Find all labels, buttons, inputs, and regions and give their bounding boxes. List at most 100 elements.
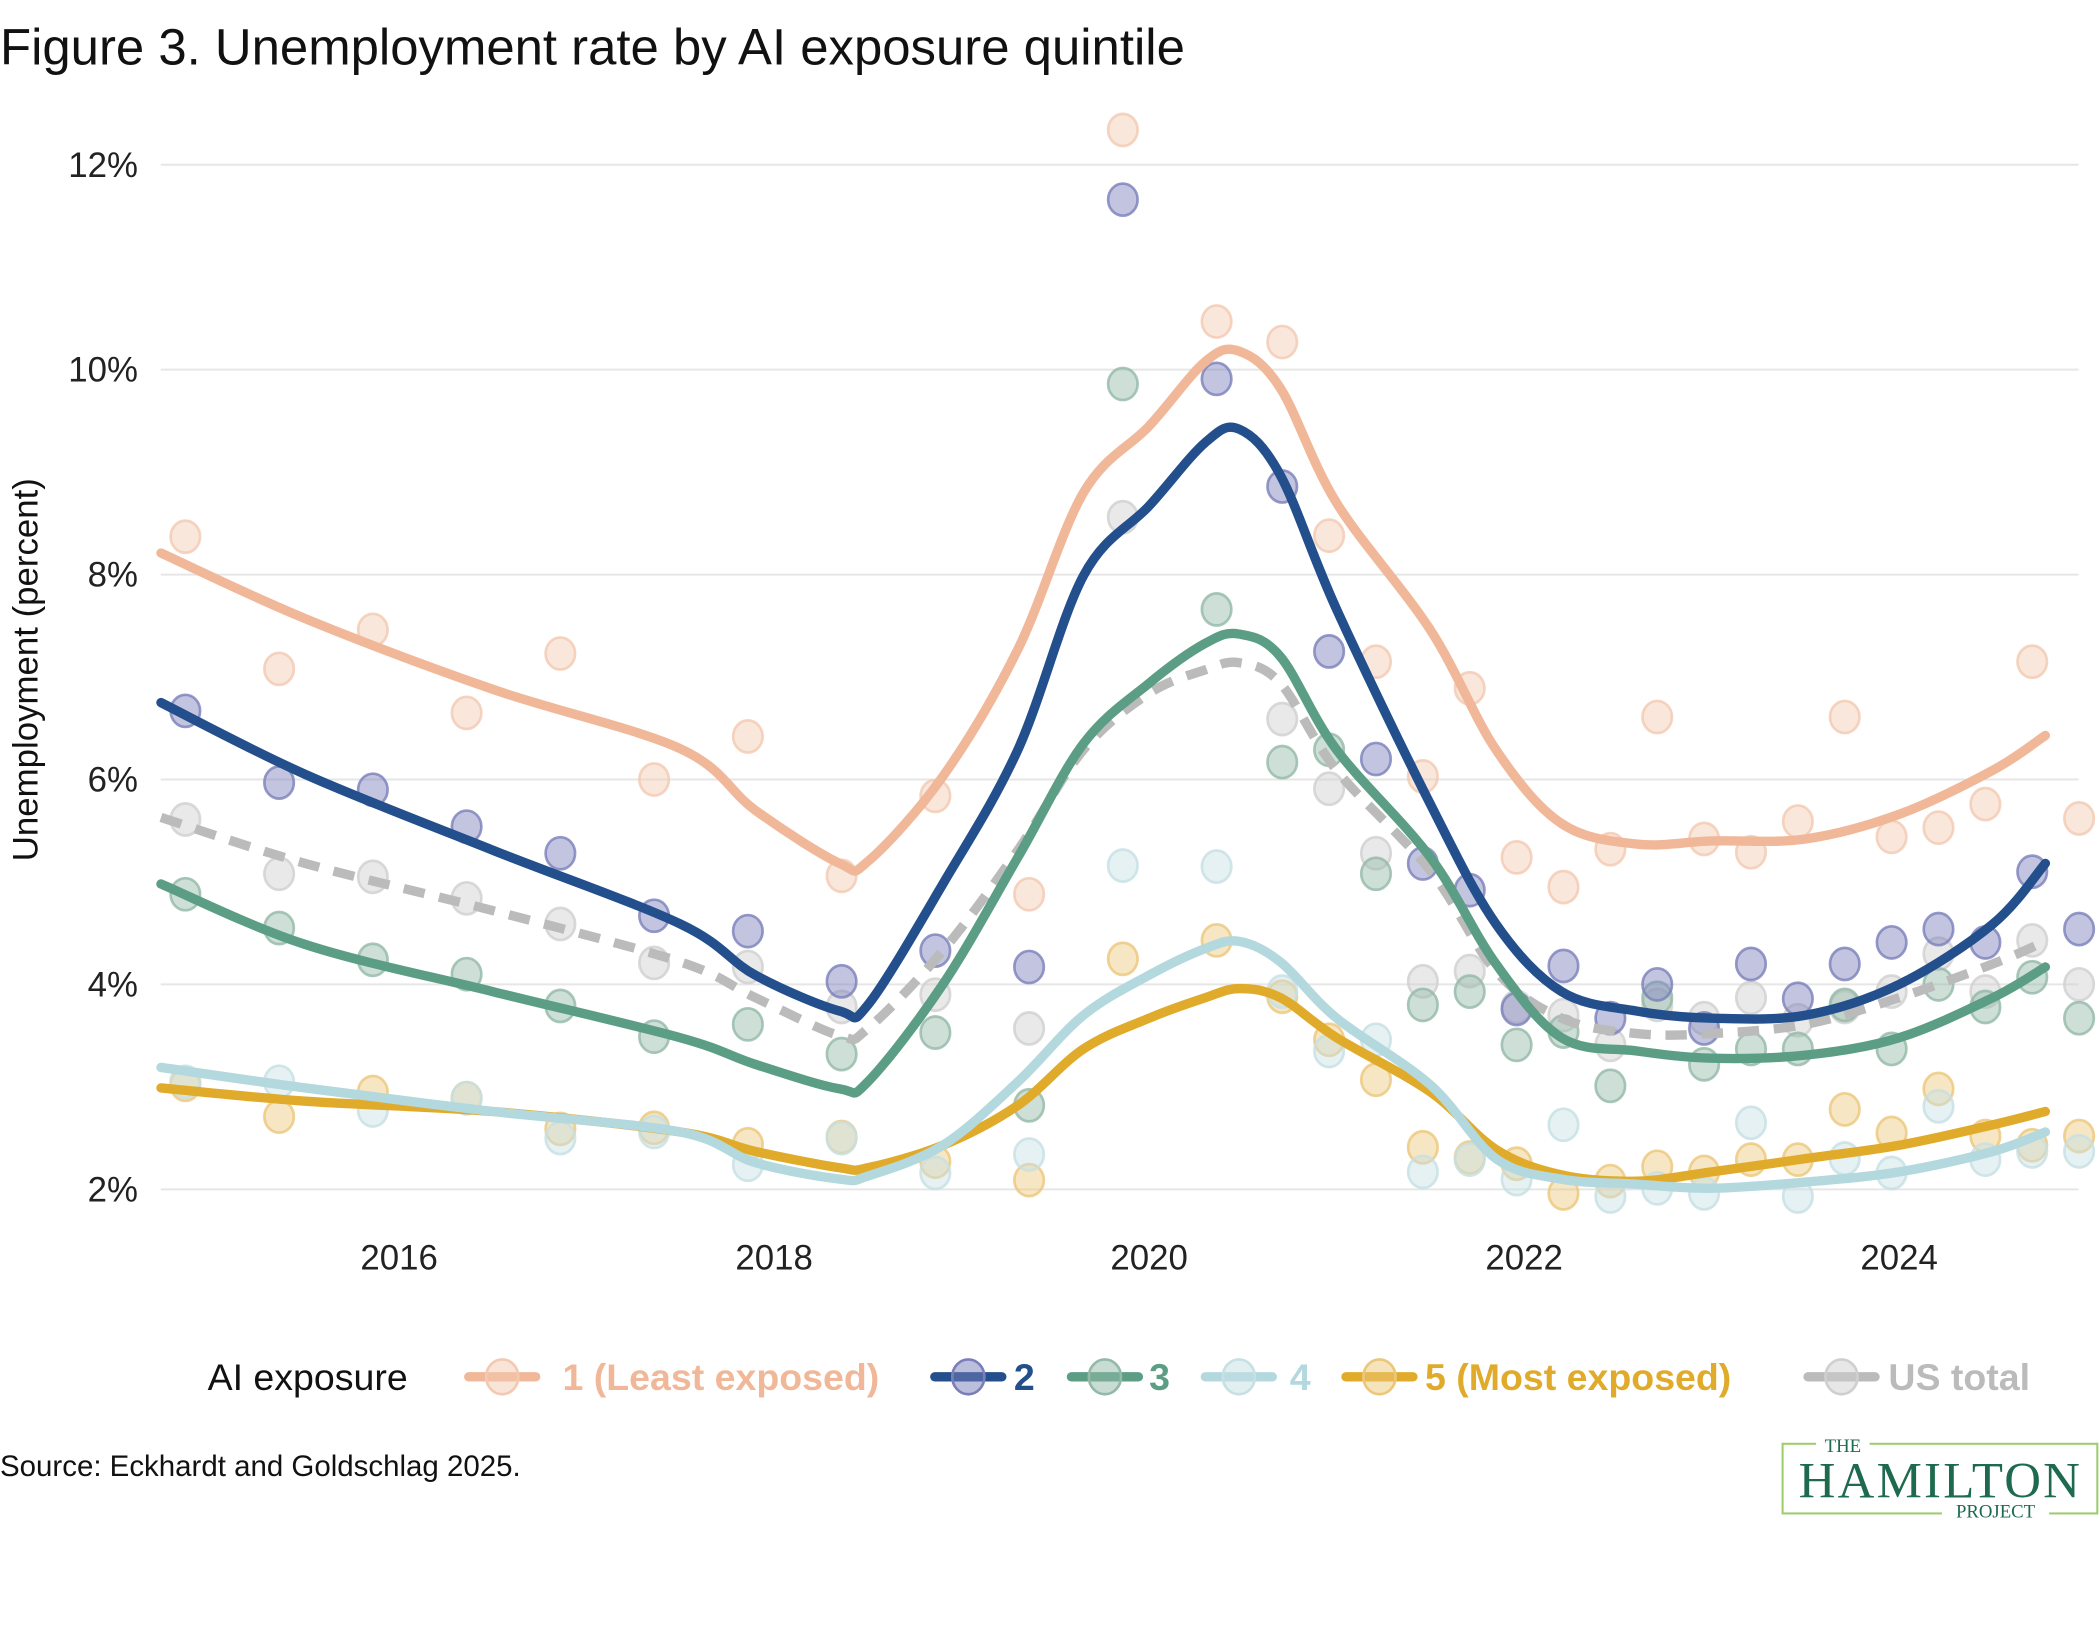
- data-point: [1013, 949, 1046, 985]
- x-tick-label: 2024: [1860, 1239, 1937, 1278]
- data-point: [544, 835, 577, 871]
- data-point: [731, 1006, 764, 1042]
- legend-dot: [1087, 1358, 1123, 1396]
- data-point: [1106, 112, 1139, 148]
- data-point: [1406, 1129, 1439, 1165]
- logo-text-top: THE: [1825, 1436, 1861, 1457]
- legend-dot: [1824, 1358, 1859, 1396]
- trend-line-2: [156, 422, 2051, 1024]
- data-points: [169, 112, 2096, 1214]
- x-tick-label: 2018: [735, 1239, 812, 1278]
- data-point: [1828, 1091, 1861, 1127]
- data-point: [1641, 699, 1674, 735]
- data-point: [1313, 518, 1346, 554]
- y-tick-label: 10%: [68, 351, 138, 390]
- data-point: [450, 695, 483, 731]
- data-point: [263, 856, 296, 892]
- legend-dot: [1221, 1358, 1257, 1396]
- trend-line-6: [159, 657, 2048, 1045]
- legend: AI exposure 1 (Least exposed) 2 3 4 5 (Most …: [208, 1356, 2030, 1398]
- data-point: [1106, 848, 1139, 883]
- x-tick-label: 2022: [1485, 1239, 1562, 1278]
- legend-item: 1 (Least exposed): [464, 1356, 880, 1398]
- legend-dot: [484, 1358, 520, 1396]
- legend-label: 3: [1149, 1356, 1170, 1398]
- data-point: [1453, 974, 1486, 1009]
- data-point: [544, 636, 577, 671]
- data-point: [1200, 361, 1233, 397]
- data-point: [1013, 876, 1046, 912]
- logo-text-main: HAMILTON: [1799, 1453, 2080, 1509]
- trend-line-1: [156, 344, 2051, 876]
- data-point: [2016, 644, 2049, 680]
- y-axis: 2% 4% 6% 8% 10% 12%: [68, 146, 138, 1210]
- trend-line-4: [156, 936, 2051, 1193]
- data-point: [1922, 1071, 1955, 1107]
- data-point: [2063, 1134, 2096, 1169]
- hamilton-project-logo: THE HAMILTON PROJECT: [1781, 1433, 2099, 1522]
- data-point: [1875, 924, 1908, 960]
- legend-label: 1 (Least exposed): [563, 1356, 880, 1398]
- data-point: [1688, 1176, 1721, 1211]
- legend-dot: [1362, 1358, 1397, 1396]
- data-point: [1013, 1137, 1046, 1172]
- data-point: [919, 1155, 952, 1191]
- y-axis-label: Unemployment (percent): [6, 478, 45, 861]
- trend-line-3: [156, 628, 2051, 1098]
- data-point: [1013, 1011, 1046, 1046]
- data-point: [825, 1120, 858, 1156]
- data-point: [1313, 771, 1346, 807]
- data-point: [1013, 1162, 1046, 1198]
- data-point: [1828, 699, 1861, 735]
- legend-label: US total: [1888, 1356, 2030, 1398]
- data-point: [1547, 1107, 1580, 1143]
- data-point: [1922, 1088, 1955, 1124]
- data-point: [1922, 810, 1955, 846]
- chart-title: Figure 3. Unemployment rate by AI exposu…: [0, 18, 1185, 75]
- data-point: [1453, 1142, 1486, 1178]
- data-point: [1781, 804, 1814, 839]
- y-tick-label: 2%: [88, 1170, 138, 1209]
- y-tick-label: 6%: [88, 761, 138, 800]
- x-axis: 2016 2018 2020 2022 2024: [360, 1239, 1937, 1278]
- data-point: [1922, 911, 1955, 947]
- data-point: [825, 1036, 858, 1072]
- legend-title: AI exposure: [208, 1356, 408, 1398]
- data-point: [544, 1120, 577, 1156]
- data-point: [1500, 1027, 1533, 1063]
- y-tick-label: 8%: [88, 556, 138, 595]
- legend-label: 2: [1014, 1356, 1035, 1398]
- legend-item: 5 (Most exposed): [1341, 1356, 1731, 1398]
- x-tick-label: 2016: [360, 1239, 437, 1278]
- data-point: [1266, 324, 1299, 360]
- data-point: [1734, 946, 1768, 982]
- logo-text-bottom: PROJECT: [1956, 1501, 2036, 1522]
- data-point: [1641, 966, 1674, 1002]
- data-point: [1969, 786, 2002, 822]
- legend-item: US total: [1803, 1356, 2030, 1398]
- data-point: [1106, 366, 1139, 402]
- data-point: [731, 719, 764, 754]
- data-point: [825, 963, 858, 999]
- trend-lines: [156, 344, 2051, 1193]
- data-point: [263, 651, 296, 687]
- data-point: [1313, 634, 1346, 669]
- data-point: [2063, 1000, 2096, 1036]
- data-point: [1106, 182, 1139, 218]
- data-point: [1200, 592, 1233, 627]
- x-tick-label: 2020: [1110, 1239, 1187, 1278]
- legend-item: 2: [930, 1356, 1035, 1398]
- data-point: [1266, 744, 1299, 780]
- data-point: [1594, 1068, 1627, 1104]
- source-note: Source: Eckhardt and Goldschlag 2025.: [0, 1450, 521, 1483]
- legend-item: 4: [1200, 1356, 1311, 1398]
- data-point: [2063, 801, 2096, 836]
- data-point: [1875, 819, 1908, 855]
- data-point: [1200, 304, 1233, 339]
- data-point: [1734, 1105, 1768, 1141]
- data-point: [731, 913, 764, 949]
- data-point: [1359, 741, 1393, 777]
- data-point: [1734, 980, 1768, 1016]
- data-point: [263, 1099, 296, 1134]
